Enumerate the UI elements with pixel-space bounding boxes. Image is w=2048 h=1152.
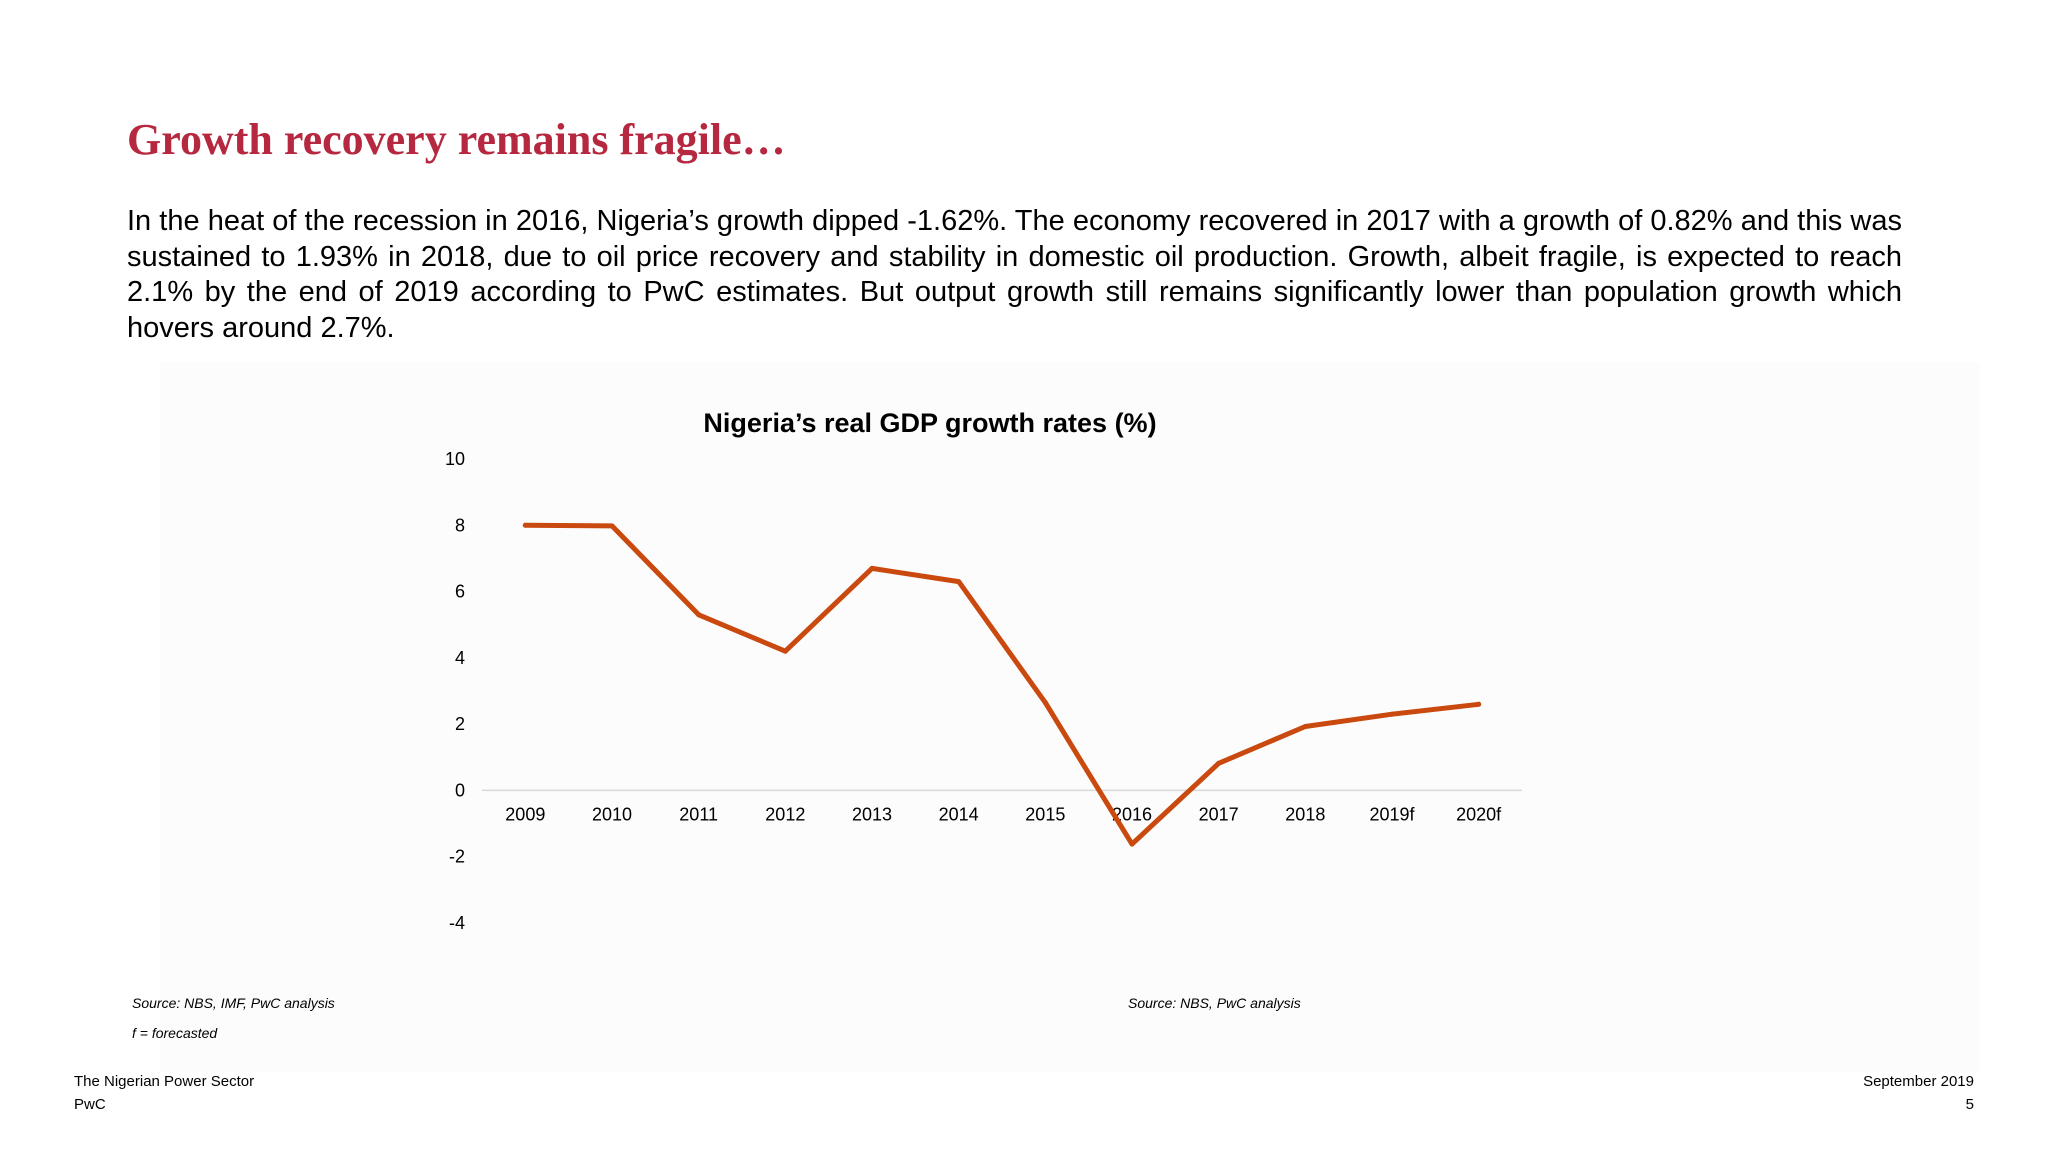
slide-title: Growth recovery remains fragile…: [127, 115, 786, 164]
y-tick-label: -4: [449, 913, 465, 933]
y-tick-label: 6: [455, 582, 465, 602]
data-points: [522, 522, 1482, 847]
data-point: [1129, 841, 1135, 847]
footer-report-title: The Nigerian Power Sector: [74, 1073, 255, 1090]
chart-title: Nigeria’s real GDP growth rates (%): [703, 408, 1156, 438]
x-tick-label: 2009: [505, 804, 545, 824]
x-tick-label: 2010: [592, 804, 632, 824]
x-tick-label: 2015: [1025, 804, 1065, 824]
forecast-note: f = forecasted: [132, 1025, 218, 1041]
data-point: [782, 648, 788, 654]
y-tick-label: 2: [455, 714, 465, 734]
footer-company: PwC: [74, 1096, 106, 1113]
x-tick-label: 2011: [679, 804, 718, 824]
x-tick-label: 2019f: [1369, 804, 1415, 824]
data-point: [869, 565, 875, 571]
data-point: [1216, 760, 1222, 766]
data-point: [522, 522, 528, 528]
data-point: [609, 523, 615, 529]
body-paragraph: In the heat of the recession in 2016, Ni…: [127, 205, 1902, 344]
x-tick-label: 2014: [939, 804, 979, 824]
source-note-left: Source: NBS, IMF, PwC analysis: [132, 995, 335, 1011]
y-tick-label: 8: [455, 515, 465, 535]
gdp-growth-chart: Nigeria’s real GDP growth rates (%) 10 8 6…: [445, 408, 1522, 933]
x-tick-label: 2013: [852, 804, 892, 824]
footer-date: September 2019: [1863, 1073, 1974, 1090]
data-point: [956, 579, 962, 585]
page-number: 5: [1965, 1096, 1974, 1113]
data-point: [1042, 700, 1048, 706]
y-tick-label: 0: [455, 780, 465, 800]
x-tick-label: 2012: [765, 804, 805, 824]
x-tick-label: 2020f: [1456, 804, 1502, 824]
y-tick-label: -2: [449, 847, 465, 867]
x-tick-label: 2016: [1112, 804, 1152, 824]
x-tick-label: 2017: [1199, 804, 1239, 824]
source-note-right: Source: NBS, PwC analysis: [1128, 995, 1301, 1011]
y-axis-ticks: 10 8 6 4 2 0 -2 -4: [445, 449, 465, 933]
data-point: [1302, 723, 1308, 729]
y-tick-label: 4: [455, 648, 465, 668]
y-tick-label: 10: [445, 449, 465, 469]
x-axis-ticks: 2009 2010 2011 2012 2013 2014 2015 2016 2017 2018…: [505, 804, 1502, 824]
data-point: [696, 612, 702, 618]
data-point: [1389, 711, 1395, 717]
x-tick-label: 2018: [1285, 804, 1325, 824]
chart-panel: Nigeria’s real GDP growth rates (%) 10 8 6…: [160, 362, 1980, 1072]
gdp-growth-series-line: [522, 522, 1482, 847]
data-point: [1476, 701, 1482, 707]
